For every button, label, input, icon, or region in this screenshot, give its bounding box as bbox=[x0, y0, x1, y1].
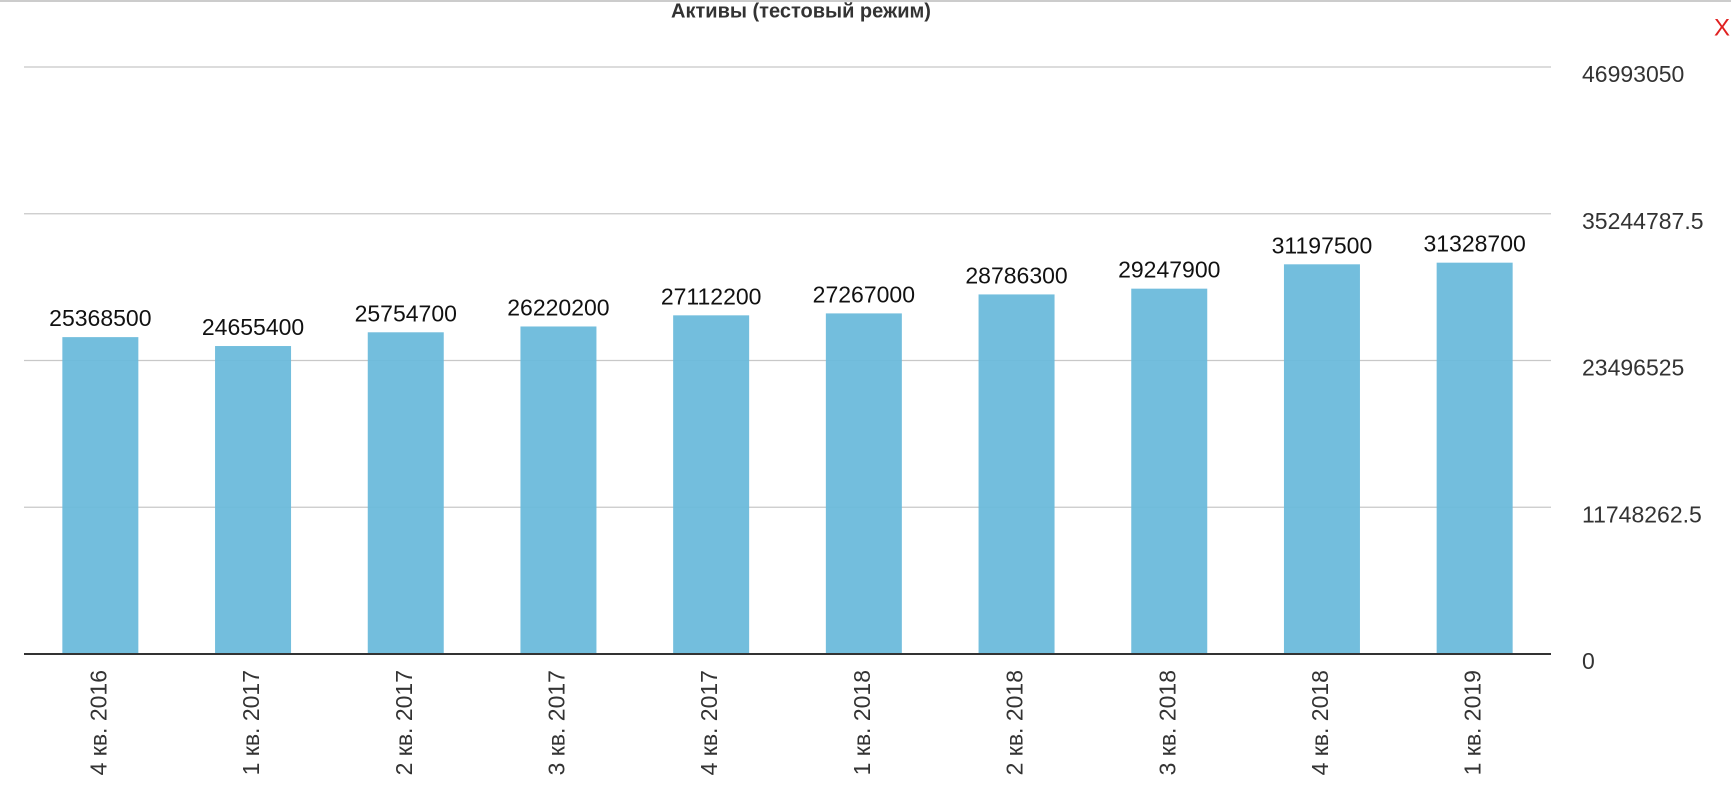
value-label: 31328700 bbox=[1423, 231, 1525, 257]
x-tick-label: 1 кв. 2019 bbox=[1460, 670, 1486, 775]
value-label: 28786300 bbox=[965, 263, 1067, 289]
x-tick-label: 1 кв. 2017 bbox=[238, 670, 264, 775]
value-label: 24655400 bbox=[202, 314, 304, 340]
x-tick-label: 1 кв. 2018 bbox=[849, 670, 875, 775]
bar bbox=[673, 315, 750, 654]
value-label: 27112200 bbox=[661, 283, 762, 309]
x-tick-label: 4 кв. 2017 bbox=[696, 670, 722, 775]
value-label: 27267000 bbox=[813, 281, 915, 307]
value-label: 25754700 bbox=[355, 300, 457, 326]
bar bbox=[1436, 262, 1513, 654]
x-tick-label: 3 кв. 2018 bbox=[1154, 670, 1180, 775]
chart-title: Активы (тестовый режим) bbox=[671, 0, 931, 22]
x-tick-label: 2 кв. 2017 bbox=[391, 670, 417, 775]
value-label: 29247900 bbox=[1118, 257, 1220, 283]
bar bbox=[1283, 264, 1360, 654]
bar bbox=[215, 346, 292, 654]
x-tick-label: 3 кв. 2017 bbox=[544, 670, 570, 775]
y-tick-label: 23496525 bbox=[1582, 355, 1684, 381]
y-tick-label: 46993050 bbox=[1582, 61, 1684, 87]
y-tick-label: 0 bbox=[1582, 648, 1595, 674]
x-tick-label: 2 кв. 2018 bbox=[1002, 670, 1028, 775]
bar bbox=[825, 313, 902, 654]
bar bbox=[1131, 288, 1208, 654]
bar bbox=[367, 332, 444, 654]
bar bbox=[978, 294, 1055, 654]
value-label: 31197500 bbox=[1272, 232, 1373, 258]
y-tick-label: 11748262.5 bbox=[1582, 501, 1702, 527]
bar bbox=[62, 337, 139, 654]
x-tick-label: 4 кв. 2016 bbox=[85, 670, 111, 775]
value-label: 25368500 bbox=[49, 305, 151, 331]
bar bbox=[520, 326, 597, 654]
y-tick-label: 35244787.5 bbox=[1582, 208, 1704, 234]
close-button[interactable]: X bbox=[1714, 14, 1730, 41]
x-tick-label: 4 кв. 2018 bbox=[1307, 670, 1333, 775]
value-label: 26220200 bbox=[507, 295, 609, 321]
